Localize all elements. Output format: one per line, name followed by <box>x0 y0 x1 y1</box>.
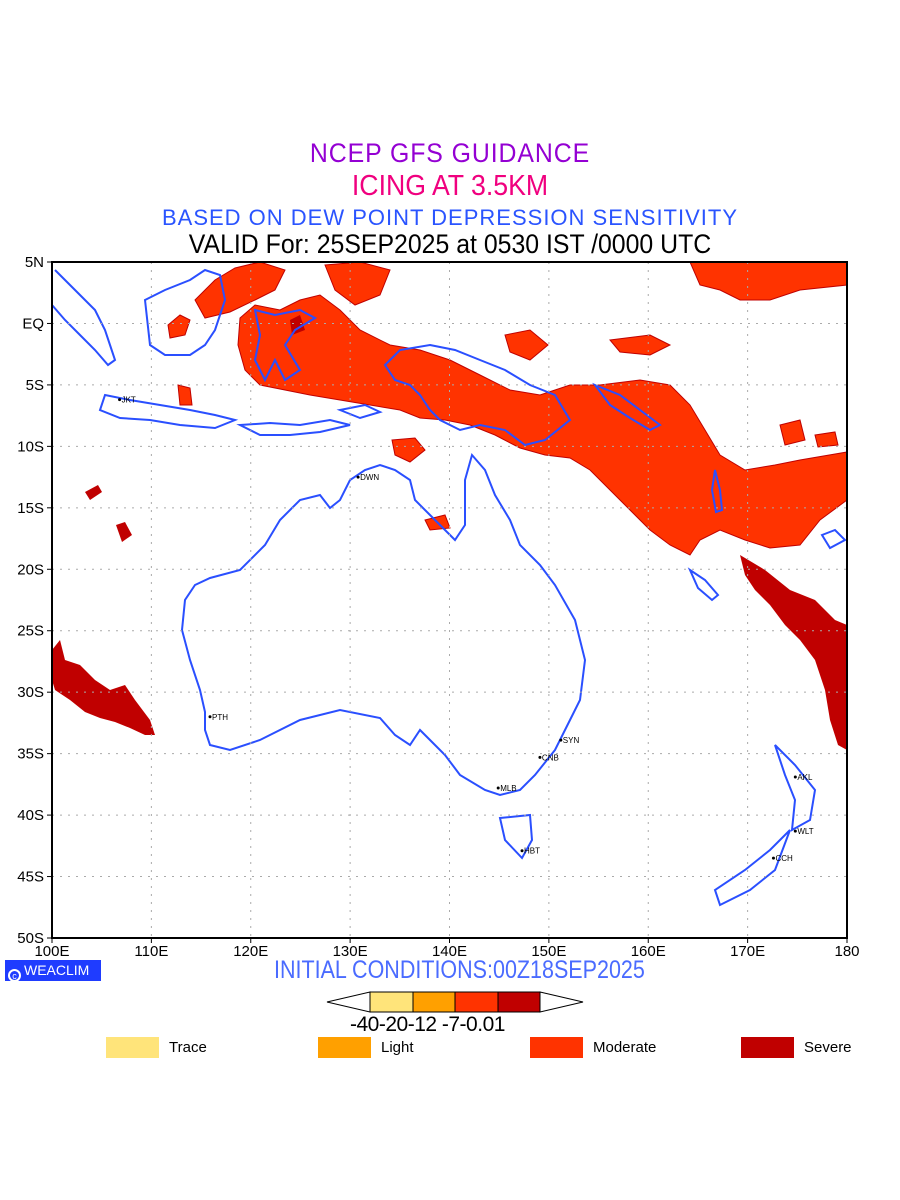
city-label-syn: SYN <box>563 736 580 745</box>
icing-moderate-area <box>779 419 806 446</box>
city-dot <box>208 715 212 719</box>
legend-swatch <box>106 1037 159 1058</box>
colorbar <box>326 991 584 1013</box>
lat-tick-label: 5N <box>25 254 44 271</box>
city-label-hbt: HBT <box>524 847 540 856</box>
icing-severe-area <box>52 640 155 735</box>
initial-conditions: INITIAL CONDITIONS:00Z18SEP2025 <box>274 956 645 984</box>
colorbar-labels: -40-20-12 -7-0.01 <box>350 1013 505 1036</box>
icing-moderate-area <box>391 437 426 463</box>
title-method: BASED ON DEW POINT DEPRESSION SENSITIVIT… <box>161 205 739 230</box>
credit-label: WEACLIM <box>24 962 90 978</box>
lat-tick-label: 40S <box>17 807 44 824</box>
city-dot <box>538 755 542 759</box>
icing-severe-area <box>740 555 847 750</box>
icing-severe-area <box>290 315 305 335</box>
coast-sulawesi <box>253 308 318 383</box>
icing-severe-area <box>116 522 132 542</box>
coast-sumatra <box>51 269 117 367</box>
legend-label: Severe <box>804 1039 852 1056</box>
city-label-wlt: WLT <box>797 827 813 836</box>
coastlines <box>51 268 847 907</box>
icing-moderate-area <box>504 329 549 361</box>
lat-tick-label: 45S <box>17 869 44 886</box>
lon-tick-label: 110E <box>134 943 168 960</box>
icing-moderate-area <box>237 294 848 556</box>
legend-label: Trace <box>169 1039 207 1056</box>
colorbar-light <box>412 991 456 1013</box>
city-markers: JKT DWN PTH SYN CNB MLB HBT AKL WLT CCH <box>118 396 814 863</box>
coast-new-guinea <box>383 343 572 447</box>
colorbar-severe <box>497 991 541 1013</box>
title-product: ICING AT 3.5KM <box>351 170 549 202</box>
city-label-jkt: JKT <box>122 396 136 405</box>
coast-timor <box>336 403 383 420</box>
icing-moderate-area <box>814 431 839 448</box>
lon-tick-label: 150E <box>531 943 566 960</box>
city-label-cch: CCH <box>775 854 793 863</box>
icing-moderate-area <box>167 314 191 339</box>
lon-tick-label: 120E <box>233 943 268 960</box>
title-model: NCEP GFS GUIDANCE <box>309 138 591 168</box>
colorbar-moderate <box>454 991 499 1013</box>
coast-lesser-sunda <box>236 418 351 436</box>
title-valid-time: VALID For: 25SEP2025 at 0530 IST /0000 U… <box>188 229 712 259</box>
legend-swatch <box>530 1037 583 1058</box>
weaclim-credit: c WEACLIM <box>5 960 101 982</box>
coast-borneo <box>143 268 227 356</box>
lat-tick-label: 25S <box>17 623 44 640</box>
city-dot <box>793 775 797 779</box>
axis-labels: 100E 110E 120E 130E 140E 150E 160E 170E 180 5N EQ 5… <box>17 254 859 960</box>
lon-tick-label: 160E <box>631 943 666 960</box>
legend-label: Moderate <box>593 1039 657 1056</box>
lat-tick-label: 20S <box>17 561 44 578</box>
icing-moderate-area <box>194 261 286 319</box>
lon-tick-label: 170E <box>730 943 765 960</box>
coast-solomons <box>592 382 662 432</box>
city-dot <box>118 398 122 402</box>
city-label-mlb: MLB <box>500 784 516 793</box>
icing-moderate-area <box>177 384 193 406</box>
lat-tick-label: 10S <box>17 438 44 455</box>
city-dot <box>356 475 360 479</box>
lat-tick-label: EQ <box>22 315 44 332</box>
lat-tick-label: 35S <box>17 746 44 763</box>
lat-tick-label: 30S <box>17 684 44 701</box>
coast-new-zealand-south <box>713 829 791 907</box>
legend-swatch <box>741 1037 794 1058</box>
lon-tick-label: 130E <box>333 943 368 960</box>
city-dot <box>793 829 797 833</box>
city-label-akl: AKL <box>797 773 813 782</box>
lat-tick-label: 15S <box>17 500 44 517</box>
lon-tick-label: 100E <box>34 943 69 960</box>
copyright-icon: c <box>8 969 21 982</box>
city-label-pth: PTH <box>212 713 228 722</box>
icing-moderate-area <box>609 334 672 356</box>
icing-moderate-area <box>324 261 391 306</box>
legend-swatch <box>318 1037 371 1058</box>
city-dot <box>520 849 524 853</box>
colorbar-low-arrow <box>326 991 371 1013</box>
coast-australia <box>180 452 587 797</box>
colorbar-high-arrow <box>539 991 584 1013</box>
coast-new-zealand-north <box>774 744 817 832</box>
lon-tick-label: 140E <box>432 943 467 960</box>
legend-label: Light <box>381 1039 414 1056</box>
city-dot <box>771 856 775 860</box>
coast-new-caledonia <box>687 567 720 602</box>
city-dot <box>496 786 500 790</box>
lon-tick-label: 180 <box>834 943 859 960</box>
icing-map: 100E 110E 120E 130E 140E 150E 160E 170E 180 5N EQ 5… <box>17 254 859 960</box>
lat-tick-label: 5S <box>26 377 44 394</box>
city-label-cnb: CNB <box>542 753 559 762</box>
icing-severe-area <box>85 485 102 500</box>
coast-fiji <box>820 528 847 550</box>
lat-tick-label: 50S <box>17 930 44 947</box>
coast-java <box>98 393 239 430</box>
colorbar-trace <box>369 991 414 1013</box>
city-label-dwn: DWN <box>360 473 379 482</box>
coast-vanuatu <box>710 469 724 514</box>
icing-moderate-area <box>689 261 848 301</box>
city-dot <box>559 738 563 742</box>
